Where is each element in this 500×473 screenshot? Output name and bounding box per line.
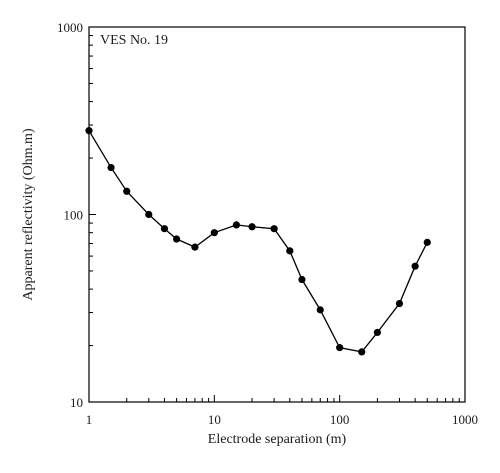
data-point <box>358 348 366 356</box>
data-point <box>85 127 93 135</box>
data-point <box>373 328 381 337</box>
y-tick-label: 1000 <box>57 20 83 35</box>
data-point <box>232 221 241 229</box>
x-axis-label: Electrode separation (m) <box>208 432 347 447</box>
data-point <box>107 163 115 172</box>
x-tick-label: 1000 <box>452 412 478 427</box>
data-point <box>123 187 131 195</box>
data-point <box>191 243 199 251</box>
x-tick-label: 100 <box>330 412 350 427</box>
data-point <box>270 225 278 233</box>
data-point <box>423 238 431 246</box>
data-point <box>316 306 324 314</box>
data-point <box>336 344 344 352</box>
data-point <box>145 210 153 219</box>
data-point <box>395 299 404 308</box>
y-axis-label: Apparent reflectivity (Ohm.m) <box>21 128 36 301</box>
y-tick-label: 10 <box>70 395 83 410</box>
data-point <box>248 223 256 231</box>
data-point <box>411 262 419 270</box>
data-points <box>85 127 431 356</box>
x-tick-label: 1 <box>86 412 93 427</box>
data-point <box>210 229 218 237</box>
data-point <box>286 247 294 255</box>
y-tick-label: 100 <box>64 208 84 223</box>
plot-annotation: VES No. 19 <box>100 33 168 48</box>
data-point <box>173 235 181 243</box>
series-line <box>88 130 428 353</box>
data-point <box>298 275 306 284</box>
x-tick-label: 10 <box>208 412 221 427</box>
data-point <box>160 225 169 233</box>
axis-ticks <box>88 35 460 403</box>
